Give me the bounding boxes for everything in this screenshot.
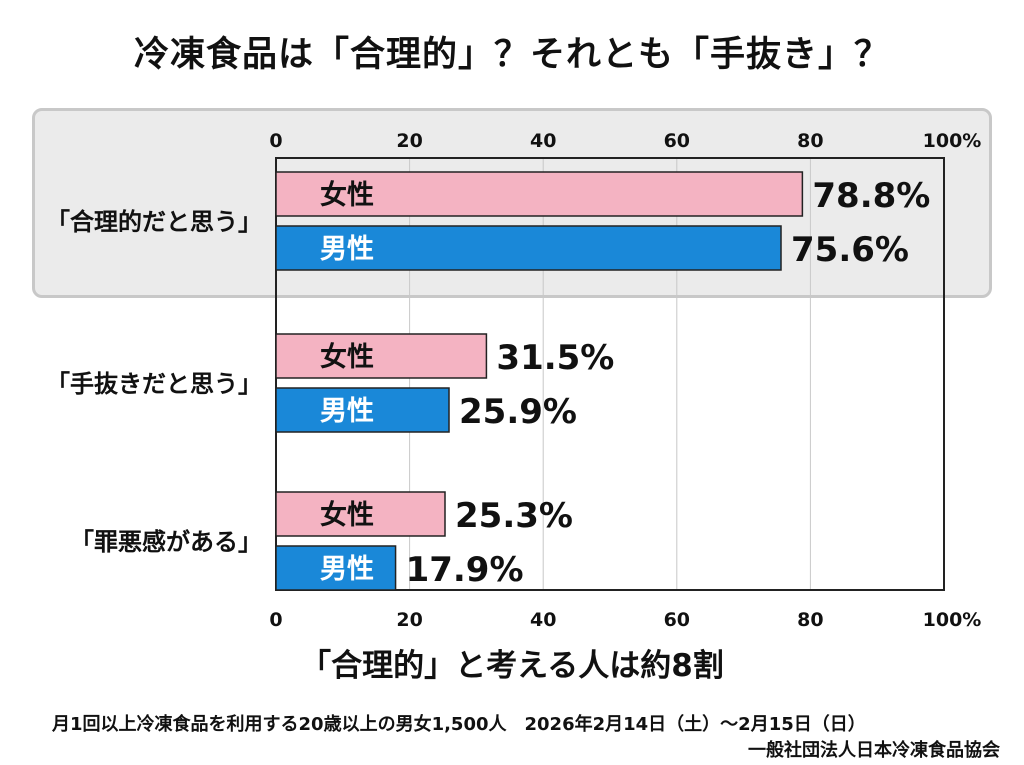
x-tick-label-bottom: 100% [923, 609, 982, 631]
x-tick-label-bottom: 20 [396, 609, 422, 631]
x-tick-label-top: 100% [923, 130, 982, 152]
bar [275, 333, 488, 379]
x-tick-label-top: 80 [797, 130, 823, 152]
data-label: 31.5% [496, 338, 614, 378]
data-label: 25.3% [455, 496, 573, 536]
category-label: 「罪悪感がある」 [70, 528, 262, 556]
source-credit: 一般社団法人日本冷凍食品協会 [748, 740, 1000, 761]
conclusion-text: 「合理的」と考える人は約8割 [300, 648, 724, 684]
bar [275, 491, 446, 537]
data-label: 17.9% [406, 550, 524, 590]
data-label: 25.9% [459, 392, 577, 432]
data-label: 78.8% [812, 176, 930, 216]
x-tick-label-bottom: 80 [797, 609, 823, 631]
series-label: 男性 [320, 396, 374, 427]
series-label: 男性 [320, 234, 374, 265]
x-tick-label-bottom: 0 [269, 609, 282, 631]
bar [275, 225, 782, 271]
x-tick-label-bottom: 60 [664, 609, 690, 631]
series-label: 男性 [320, 554, 374, 585]
data-label: 75.6% [791, 230, 909, 270]
bar [275, 171, 804, 217]
x-tick-label-top: 0 [269, 130, 282, 152]
bar [275, 387, 450, 433]
bar [275, 545, 397, 591]
x-tick-label-top: 20 [396, 130, 422, 152]
x-tick-label-top: 60 [664, 130, 690, 152]
series-label: 女性 [320, 341, 374, 373]
series-label: 女性 [320, 499, 374, 531]
x-tick-label-top: 40 [530, 130, 556, 152]
x-tick-label-bottom: 40 [530, 609, 556, 631]
survey-info: 月1回以上冷凍食品を利用する20歳以上の男女1,500人 2026年2月14日（… [52, 714, 866, 735]
category-label: 「手抜きだと思う」 [46, 370, 262, 398]
category-label: 「合理的だと思う」 [46, 208, 262, 236]
series-label: 女性 [320, 179, 374, 211]
chart-title: 冷凍食品は「合理的」？それとも「手抜き」？ [133, 35, 890, 75]
